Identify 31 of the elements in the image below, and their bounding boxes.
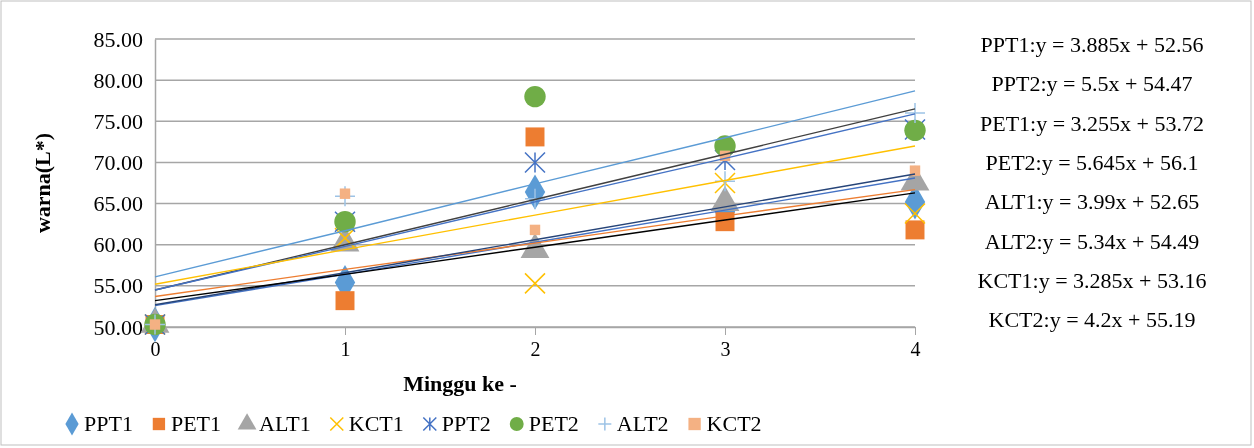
text: KCT1:y = 3.285x + 53.16 bbox=[977, 267, 1207, 293]
x-tick-label: 2 bbox=[530, 338, 541, 360]
y-tick-label: 55.00 bbox=[93, 273, 143, 299]
legend-label: PET1 bbox=[170, 411, 222, 436]
legend-label: PPT1 bbox=[84, 411, 133, 436]
legend-label: PPT2 bbox=[441, 411, 491, 436]
text: KCT2:y = 4.2x + 55.19 bbox=[988, 307, 1196, 333]
text: PPT2:y = 5.5x + 54.47 bbox=[991, 71, 1193, 97]
x-tick-label: 4 bbox=[910, 338, 921, 360]
y-axis-title: warna(L*) bbox=[30, 132, 55, 234]
legend-label: ALT2 bbox=[616, 411, 669, 436]
text: PET1:y = 3.255x + 53.72 bbox=[979, 110, 1205, 136]
x-tick-label: 1 bbox=[340, 338, 351, 360]
y-tick-label: 70.00 bbox=[93, 149, 143, 175]
legend-label: KCT1 bbox=[348, 411, 404, 436]
legend-label: KCT2 bbox=[706, 411, 762, 436]
legend-label: ALT1 bbox=[259, 411, 311, 436]
text: PET2:y = 5.645x + 56.1 bbox=[985, 149, 1199, 175]
text: PPT1:y = 3.885x + 52.56 bbox=[980, 32, 1204, 57]
y-tick-label: 80.00 bbox=[93, 67, 143, 93]
x-tick-label: 3 bbox=[720, 338, 731, 360]
y-tick-label: 75.00 bbox=[93, 108, 143, 134]
x-axis-title: Minggu ke - bbox=[403, 371, 517, 396]
y-tick-label: 50.00 bbox=[93, 314, 143, 340]
text: ALT2:y = 5.34x + 54.49 bbox=[984, 228, 1200, 254]
y-tick-label: 85.00 bbox=[93, 26, 143, 52]
y-tick-label: 60.00 bbox=[93, 232, 143, 258]
text: ALT1:y = 3.99x + 52.65 bbox=[984, 189, 1200, 215]
x-tick-label: 0 bbox=[150, 338, 161, 360]
y-tick-label: 65.00 bbox=[93, 191, 143, 217]
legend-label: PET2 bbox=[528, 411, 579, 436]
